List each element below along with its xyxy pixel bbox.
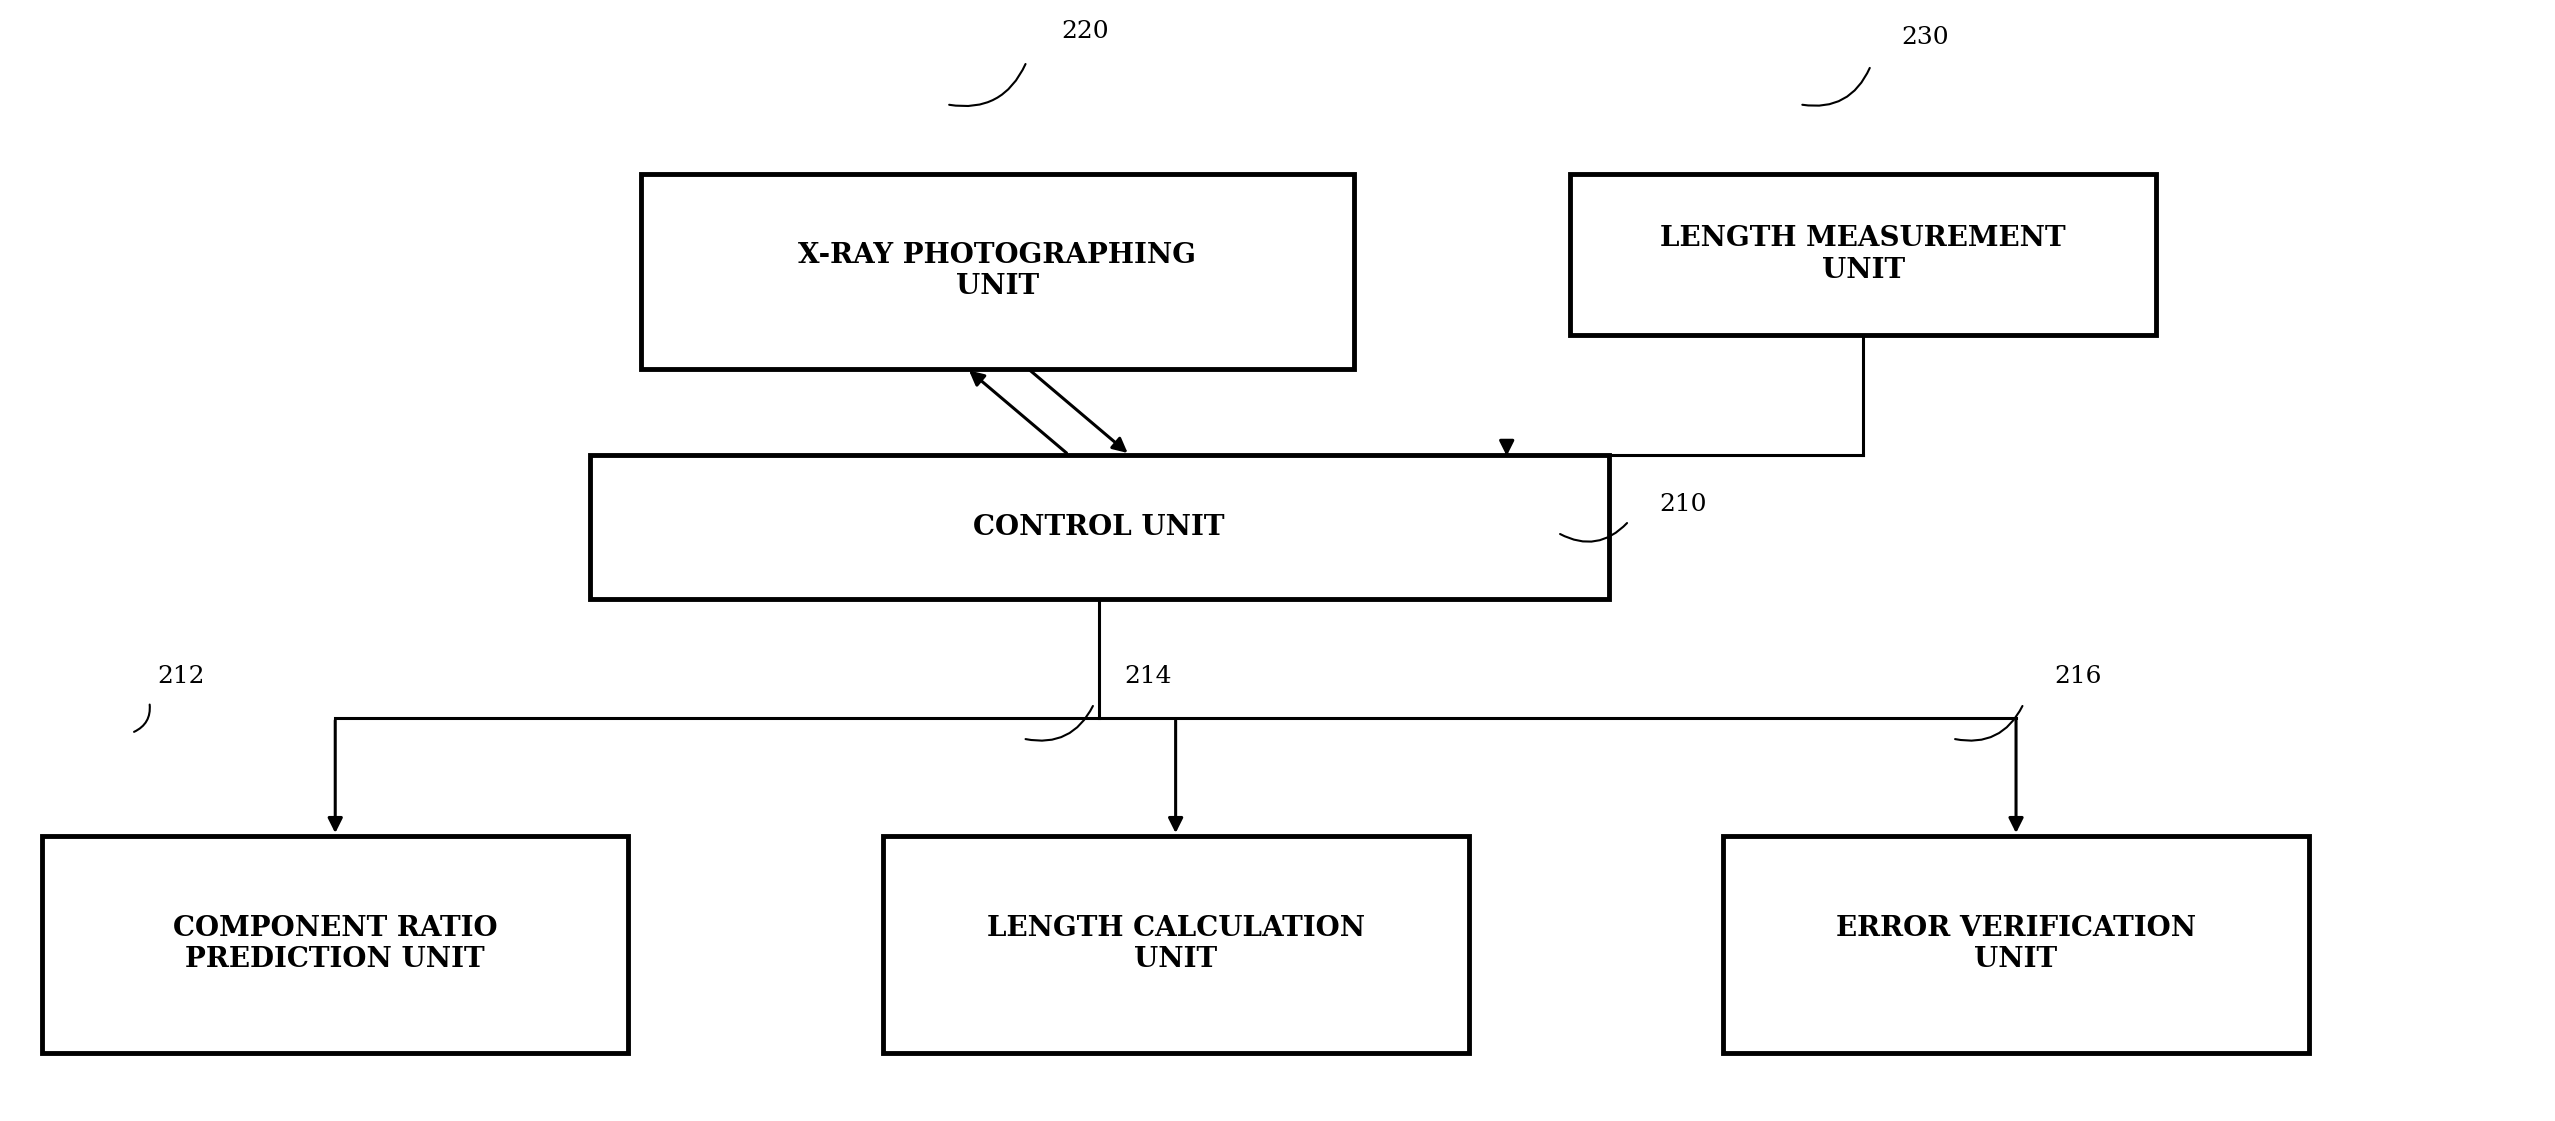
Bar — [1722, 836, 2310, 1053]
Text: LENGTH CALCULATION
UNIT: LENGTH CALCULATION UNIT — [986, 915, 1364, 973]
Text: CONTROL UNIT: CONTROL UNIT — [973, 513, 1224, 540]
Text: 230: 230 — [1901, 26, 1949, 48]
Text: COMPONENT RATIO
PREDICTION UNIT: COMPONENT RATIO PREDICTION UNIT — [174, 915, 498, 973]
Bar — [1571, 174, 2156, 335]
Text: 214: 214 — [1124, 666, 1173, 688]
Text: 210: 210 — [1661, 493, 1707, 516]
Bar — [590, 455, 1610, 600]
Bar — [884, 836, 1469, 1053]
Text: 212: 212 — [156, 666, 204, 688]
Text: ERROR VERIFICATION
UNIT: ERROR VERIFICATION UNIT — [1837, 915, 2197, 973]
Text: X-RAY PHOTOGRAPHING
UNIT: X-RAY PHOTOGRAPHING UNIT — [797, 242, 1196, 300]
Text: LENGTH MEASUREMENT
UNIT: LENGTH MEASUREMENT UNIT — [1661, 225, 2067, 284]
Bar — [43, 836, 629, 1053]
Bar — [641, 174, 1354, 369]
Text: 216: 216 — [2054, 666, 2103, 688]
Text: 220: 220 — [1060, 20, 1109, 43]
